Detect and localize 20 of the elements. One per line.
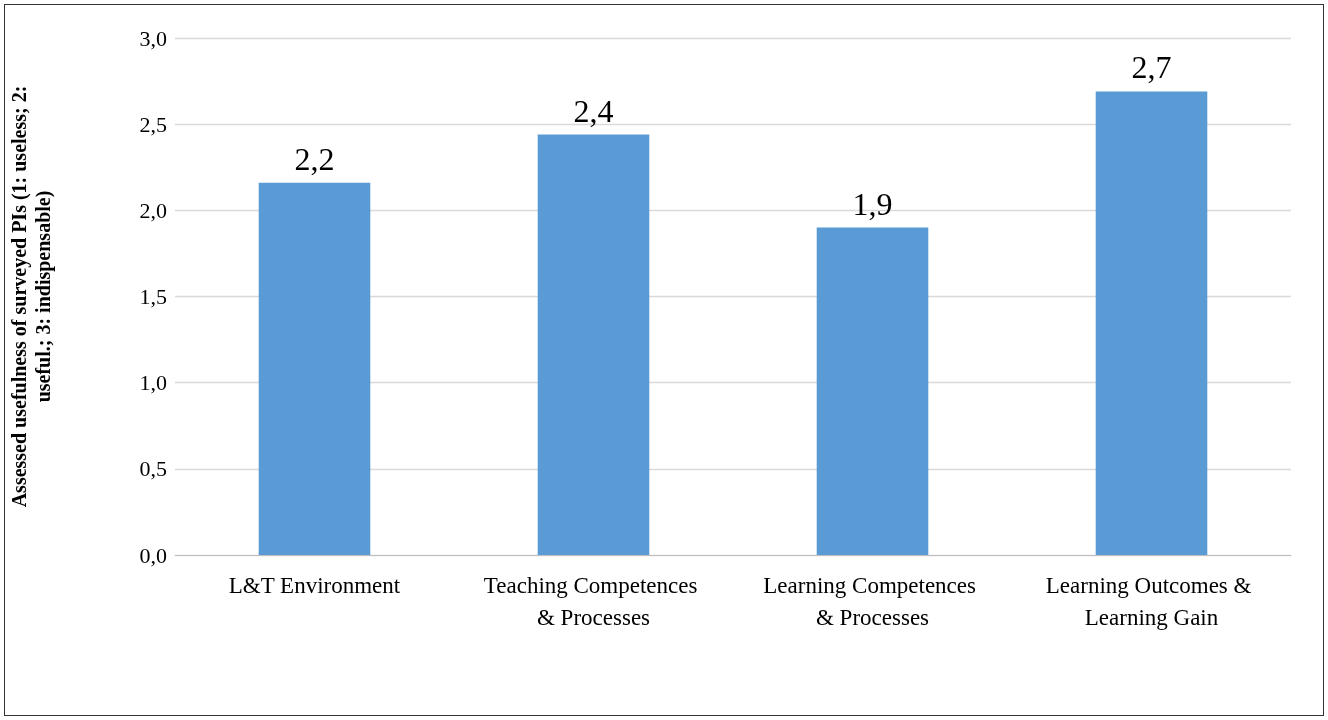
- y-tick-label: 2,0: [139, 197, 167, 223]
- data-label: 2,4: [573, 92, 614, 129]
- data-label: 2,7: [1131, 49, 1172, 86]
- y-tick-label: 3,0: [139, 25, 167, 51]
- x-tick-label: Learning Competences & Processes: [763, 572, 982, 630]
- y-tick-label: 1,0: [139, 370, 167, 396]
- bar: [816, 227, 929, 555]
- y-tick-label: 1,5: [139, 284, 167, 309]
- y-axis-title: Assessed usefulness of surveyed PIs (1: useless; 2: useful.; 3: indispensable): [8, 85, 55, 508]
- y-tick-label: 0,5: [139, 456, 167, 482]
- bar: [537, 134, 650, 555]
- bar: [258, 182, 371, 555]
- x-tick-label: Learning Outcomes & Learning Gain: [1045, 572, 1258, 630]
- x-tick-label: L&T Environment: [228, 572, 401, 598]
- y-tick-label: 2,5: [139, 111, 167, 137]
- x-tick-label: Teaching Competences & Processes: [483, 572, 704, 630]
- bar: [1095, 91, 1208, 555]
- y-tick-label: 0,0: [139, 542, 167, 568]
- data-label: 2,2: [294, 140, 335, 177]
- data-label: 1,9: [852, 185, 893, 222]
